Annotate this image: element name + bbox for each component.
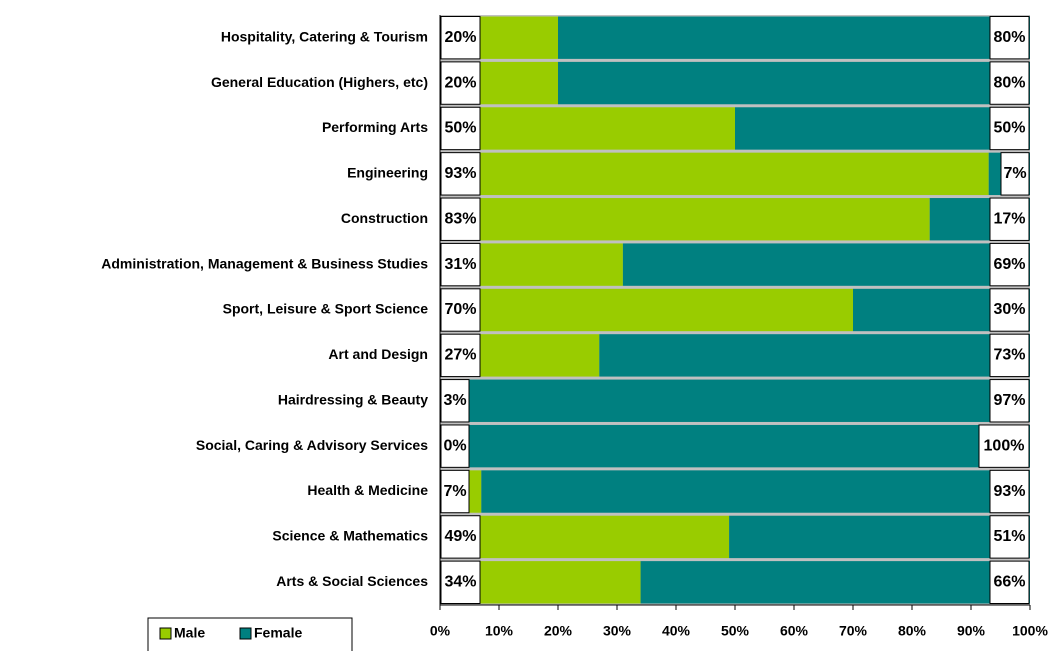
- legend-swatch: [159, 627, 172, 640]
- value-label: 97%: [993, 392, 1025, 409]
- bar-segment: [558, 61, 1030, 105]
- category-label: Art and Design: [328, 346, 428, 362]
- value-label-box: [989, 106, 1030, 151]
- value-label: 80%: [993, 74, 1025, 91]
- legend-label: Female: [254, 625, 302, 641]
- value-label: 30%: [993, 301, 1025, 318]
- value-label: 27%: [444, 347, 476, 364]
- value-label-box: [989, 333, 1030, 378]
- value-label: 34%: [444, 574, 476, 591]
- value-label-box: [989, 560, 1030, 604]
- category-label: Construction: [341, 210, 428, 226]
- x-tick-label: 100%: [1012, 623, 1048, 639]
- category-label: Administration, Management & Business St…: [101, 255, 428, 271]
- x-tick-label: 50%: [721, 623, 750, 639]
- value-label-box: [989, 197, 1030, 241]
- value-label: 70%: [444, 301, 476, 318]
- value-label-box: [978, 424, 1030, 468]
- value-label-box: [440, 288, 481, 332]
- category-label: Hospitality, Catering & Tourism: [221, 28, 428, 44]
- bar-segment: [440, 515, 730, 559]
- value-label-box: [440, 333, 481, 378]
- value-label: 93%: [993, 483, 1025, 500]
- value-label: 73%: [993, 347, 1025, 364]
- bar-segment: [440, 198, 930, 241]
- value-label: 20%: [444, 74, 476, 91]
- category-label: Engineering: [347, 165, 428, 181]
- x-tick-label: 20%: [544, 623, 573, 639]
- value-label: 50%: [444, 120, 476, 137]
- value-label: 93%: [444, 165, 476, 182]
- category-label: Arts & Social Sciences: [276, 573, 428, 589]
- legend-label: Male: [174, 625, 205, 641]
- value-label-box: [989, 469, 1030, 514]
- x-tick-label: 60%: [780, 623, 809, 639]
- value-label: 50%: [993, 120, 1025, 137]
- value-label: 83%: [444, 210, 476, 227]
- category-label: Hairdressing & Beauty: [278, 391, 428, 407]
- value-label-box: [989, 379, 1030, 423]
- category-label: General Education (Highers, etc): [211, 74, 428, 90]
- value-label-box: [440, 469, 470, 514]
- value-label-box: [989, 242, 1030, 287]
- value-label-box: [440, 379, 470, 423]
- value-label: 31%: [444, 256, 476, 273]
- value-label-box: [989, 61, 1030, 105]
- value-label-box: [440, 16, 481, 60]
- value-label: 80%: [993, 29, 1025, 46]
- bar-segment: [457, 379, 1030, 422]
- x-tick-label: 70%: [839, 623, 868, 639]
- value-label: 51%: [993, 528, 1025, 545]
- bar-segment: [735, 107, 1030, 150]
- bar-segment: [729, 515, 1030, 559]
- bar-segment: [440, 424, 1030, 468]
- value-label-box: [440, 197, 481, 241]
- value-label-box: [440, 61, 481, 105]
- x-tick-label: 30%: [603, 623, 632, 639]
- x-tick-label: 0%: [430, 623, 451, 639]
- value-label-box: [440, 152, 481, 196]
- value-label-box: [440, 242, 481, 287]
- category-label: Performing Arts: [322, 119, 428, 135]
- bar-segment: [599, 334, 1030, 377]
- value-label-box: [440, 424, 470, 468]
- x-tick-label: 80%: [898, 623, 927, 639]
- bar-segment: [440, 107, 735, 150]
- x-tick-label: 10%: [485, 623, 514, 639]
- value-label: 66%: [993, 574, 1025, 591]
- x-tick-label: 40%: [662, 623, 691, 639]
- value-label-box: [989, 16, 1030, 60]
- value-label: 7%: [1003, 165, 1026, 182]
- category-label: Science & Mathematics: [272, 528, 428, 544]
- value-label-box: [1000, 152, 1030, 196]
- bar-segment: [481, 470, 1030, 513]
- value-label: 20%: [444, 29, 476, 46]
- value-label: 3%: [443, 392, 466, 409]
- bar-segment: [558, 16, 1030, 59]
- value-label-box: [989, 515, 1030, 559]
- value-label-box: [440, 106, 481, 151]
- value-label: 100%: [984, 437, 1025, 454]
- value-label: 0%: [443, 437, 466, 454]
- bar-segment: [440, 152, 989, 196]
- bar-segment: [622, 243, 1030, 286]
- legend-swatch: [239, 627, 252, 640]
- x-tick-label: 90%: [957, 623, 986, 639]
- category-label: Sport, Leisure & Sport Science: [223, 301, 429, 317]
- value-label: 17%: [993, 210, 1025, 227]
- value-label-box: [440, 515, 481, 559]
- category-label: Health & Medicine: [307, 482, 428, 498]
- bar-segment: [640, 561, 1030, 604]
- category-label: Social, Caring & Advisory Services: [196, 437, 428, 453]
- value-label-box: [440, 560, 481, 604]
- value-label-box: [989, 288, 1030, 332]
- bar-segment: [440, 288, 853, 332]
- value-label: 7%: [443, 483, 466, 500]
- value-label: 69%: [993, 256, 1025, 273]
- value-label: 49%: [444, 528, 476, 545]
